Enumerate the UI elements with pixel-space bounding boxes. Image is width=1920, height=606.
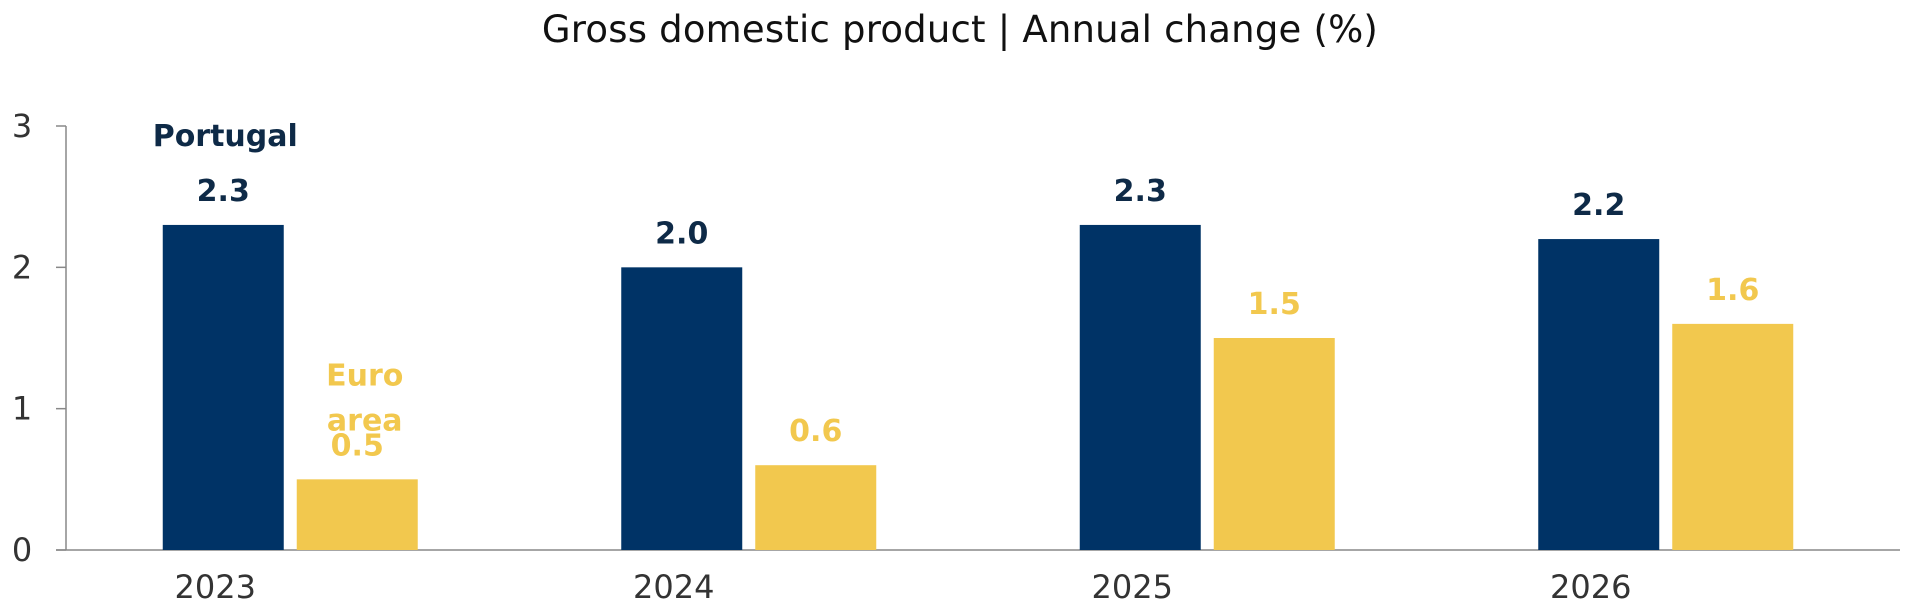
y-tick-label: 1 xyxy=(12,390,32,428)
y-axis-ticks: 0 1 2 3 xyxy=(12,107,66,569)
bar-portugal-2024 xyxy=(621,267,743,550)
series-label-portugal: Portugal xyxy=(153,119,298,154)
data-label-euro-area-2024: 0.6 xyxy=(789,414,842,449)
bar-portugal-2026 xyxy=(1538,239,1660,551)
bar-euro-area-2023 xyxy=(296,479,418,550)
series-name-labels: Portugal Euro area xyxy=(153,119,404,438)
bar-euro-area-2025 xyxy=(1213,338,1335,550)
data-label-euro-area-2026: 1.6 xyxy=(1706,273,1759,308)
x-category-label: 2024 xyxy=(633,568,714,606)
x-category-label: 2026 xyxy=(1550,568,1631,606)
x-axis-labels: 2023 2024 2025 2026 xyxy=(175,568,1632,606)
data-label-portugal-2025: 2.3 xyxy=(1114,174,1167,209)
bar-euro-area-2024 xyxy=(755,465,877,550)
bar-portugal-2025 xyxy=(1079,224,1201,550)
series-label-euro-area-line: area xyxy=(327,403,403,438)
y-tick-label: 2 xyxy=(12,248,32,286)
y-tick-label: 0 xyxy=(12,531,32,569)
chart-title: Gross domestic product | Annual change (… xyxy=(541,8,1379,51)
series-label-euro-area-line: Euro xyxy=(326,358,403,393)
y-tick-label: 3 xyxy=(12,107,32,145)
data-label-euro-area-2025: 1.5 xyxy=(1248,287,1301,322)
data-label-portugal-2024: 2.0 xyxy=(655,216,708,251)
data-label-portugal-2026: 2.2 xyxy=(1572,188,1625,223)
x-category-label: 2023 xyxy=(175,568,256,606)
bar-portugal-2023 xyxy=(162,224,284,550)
data-labels-group: 2.3 0.5 2.0 0.6 2.3 1.5 2.2 1.6 xyxy=(197,174,1760,463)
data-label-portugal-2023: 2.3 xyxy=(197,174,250,209)
bars-group xyxy=(162,224,1794,551)
x-category-label: 2025 xyxy=(1092,568,1173,606)
data-label-euro-area-2023: 0.5 xyxy=(331,428,384,463)
bar-euro-area-2026 xyxy=(1672,323,1794,550)
